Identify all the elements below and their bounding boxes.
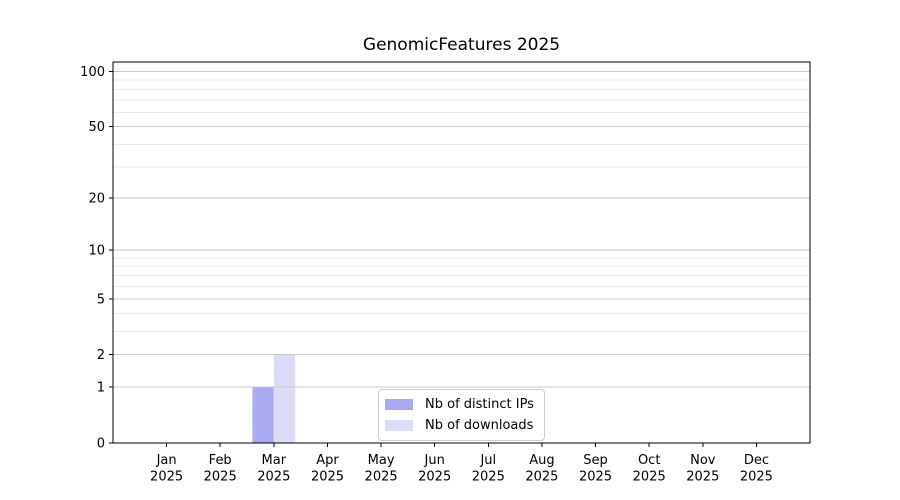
chart-title: GenomicFeatures 2025 — [362, 35, 561, 55]
x-tick-label-jul: Jul 2025 — [472, 453, 505, 485]
y-gridlines-major — [113, 71, 810, 388]
legend: Nb of distinct IPs Nb of downloads — [378, 389, 545, 441]
legend-swatch-distinct-ips — [385, 399, 413, 410]
y-axis-ticks: 0 1 2 5 10 20 50 100 — [80, 65, 113, 452]
bar-mar-s0 — [252, 387, 274, 443]
x-tick-label-mar: Mar 2025 — [257, 453, 290, 485]
x-tick-label-nov: Nov 2025 — [686, 453, 719, 485]
x-axis-ticks: Jan 2025 Feb 2025 Mar 2025 Apr 2025 May 2025 Jun 20… — [150, 443, 773, 485]
y-tick-label: 1 — [97, 381, 105, 396]
legend-label-distinct-ips: Nb of distinct IPs — [425, 397, 534, 412]
x-tick-label-sep: Sep 2025 — [579, 453, 612, 485]
legend-item-distinct-ips: Nb of distinct IPs — [385, 395, 534, 414]
x-tick-label-feb: Feb 2025 — [204, 453, 237, 485]
x-tick-label-aug: Aug 2025 — [525, 453, 558, 485]
y-tick-label: 20 — [88, 192, 105, 207]
x-tick-label-oct: Oct 2025 — [633, 453, 666, 485]
x-tick-label-jun: Jun 2025 — [418, 453, 451, 485]
legend-label-downloads: Nb of downloads — [425, 418, 534, 433]
y-gridlines-minor — [113, 79, 810, 332]
y-tick-label: 2 — [97, 348, 105, 363]
bar-mar-s1 — [273, 354, 296, 443]
x-tick-label-apr: Apr 2025 — [311, 453, 344, 485]
y-tick-label: 100 — [80, 65, 105, 80]
y-tick-label: 50 — [88, 120, 105, 135]
legend-item-downloads: Nb of downloads — [385, 416, 534, 435]
x-tick-label-may: May 2025 — [365, 453, 398, 485]
legend-swatch-downloads — [385, 420, 413, 431]
y-tick-label: 10 — [88, 244, 105, 259]
x-tick-label-dec: Dec 2025 — [740, 453, 773, 485]
x-tick-label-jan: Jan 2025 — [150, 453, 183, 485]
y-tick-label: 0 — [97, 437, 105, 452]
bars — [252, 354, 296, 443]
y-tick-label: 5 — [97, 292, 105, 307]
axes-frame — [112, 61, 811, 444]
